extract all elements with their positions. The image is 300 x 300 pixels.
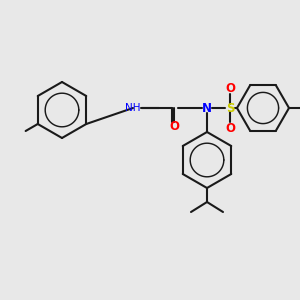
Text: O: O — [225, 122, 235, 134]
Text: O: O — [225, 82, 235, 94]
Text: NH: NH — [125, 103, 141, 113]
Text: S: S — [226, 101, 234, 115]
Text: O: O — [169, 119, 179, 133]
Text: N: N — [202, 101, 212, 115]
